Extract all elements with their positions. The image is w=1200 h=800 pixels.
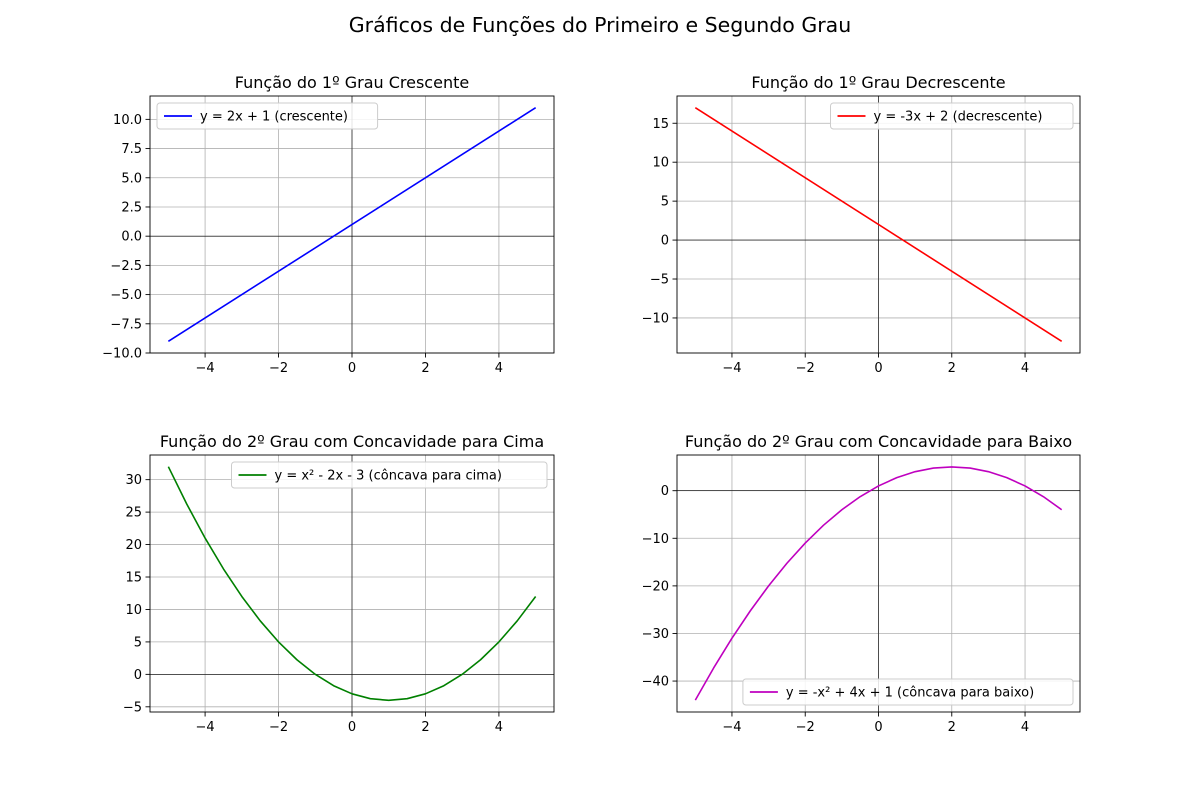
series-line-1 (167, 107, 537, 342)
y-tick-label: −10 (642, 311, 669, 326)
legend-label: y = -x² + 4x + 1 (côncava para baixo) (786, 686, 1034, 701)
x-tick-label: 0 (348, 361, 356, 376)
x-tick-label: 0 (874, 720, 882, 735)
y-tick-label: 25 (125, 506, 142, 521)
y-tick-label: −10 (642, 532, 669, 547)
y-tick-label: 0 (134, 668, 142, 683)
y-tick-label: 0 (661, 484, 669, 499)
y-tick-label: 10 (125, 603, 142, 618)
x-tick-label: 2 (948, 361, 956, 376)
legend: y = -x² + 4x + 1 (côncava para baixo) (742, 678, 1074, 706)
legend-box (742, 678, 1074, 706)
y-tick-label: −5 (650, 273, 669, 288)
y-tick-label: −40 (642, 675, 669, 690)
legend-label: y = x² - 2x - 3 (côncava para cima) (275, 469, 502, 484)
x-tick-label: −4 (722, 361, 741, 376)
y-tick-label: 20 (125, 538, 142, 553)
x-tick-label: 4 (1021, 361, 1029, 376)
y-tick-label: 15 (125, 571, 142, 586)
subplot-3: −4 −2 0 2 4 −5 0 5 10 15 20 25 30 Função do 2º Grau c… (123, 432, 555, 735)
y-tick-label: 5 (134, 635, 142, 650)
x-tick-label: 2 (421, 361, 429, 376)
y-tick-label: −2.5 (110, 259, 142, 274)
legend: y = x² - 2x - 3 (côncava para cima) (231, 461, 548, 489)
x-tick-label: −2 (269, 720, 288, 735)
y-tick-label: 10 (652, 156, 669, 171)
y-tick-label: 7.5 (121, 142, 142, 157)
x-tick-label: 4 (495, 361, 503, 376)
x-tick-label: 0 (348, 720, 356, 735)
y-tick-label: 5.0 (121, 171, 142, 186)
x-tick-label: 0 (874, 361, 882, 376)
y-tick-label: −5 (123, 700, 142, 715)
x-tick-label: 4 (495, 720, 503, 735)
legend-box (830, 102, 1074, 130)
figure-title: Gráficos de Funções do Primeiro e Segund… (348, 13, 852, 37)
x-tick-label: −2 (796, 361, 815, 376)
y-tick-label: 30 (125, 473, 142, 488)
x-tick-label: 2 (948, 720, 956, 735)
series-line-1 (167, 466, 537, 702)
y-tick-label: 0.0 (121, 230, 142, 245)
y-tick-label: 2.5 (121, 200, 142, 215)
legend: y = -3x + 2 (decrescente) (830, 102, 1074, 130)
subplot-title: Função do 1º Grau Crescente (235, 73, 469, 92)
y-tick-label: 10.0 (113, 113, 142, 128)
x-tick-label: −4 (196, 361, 215, 376)
legend-label: y = 2x + 1 (crescente) (200, 110, 348, 125)
y-tick-label: −10.0 (102, 347, 142, 362)
x-tick-label: 2 (421, 720, 429, 735)
y-tick-label: −7.5 (110, 317, 142, 332)
legend: y = 2x + 1 (crescente) (156, 102, 379, 130)
legend-box (231, 461, 548, 489)
x-tick-label: 4 (1021, 720, 1029, 735)
y-tick-label: −30 (642, 627, 669, 642)
y-tick-label: 5 (661, 195, 669, 210)
subplot-1: −4 −2 0 2 4 −10.0 −7.5 −5.0 −2.5 0.0 2.5 5.0 7.5 10.0… (102, 73, 555, 376)
subplot-title: Função do 2º Grau com Concavidade para C… (160, 432, 544, 451)
y-tick-label: −20 (642, 579, 669, 594)
subplot-title: Função do 2º Grau com Concavidade para B… (685, 432, 1072, 451)
legend-box (156, 102, 379, 130)
series-line-1 (694, 466, 1063, 701)
series-line-1 (694, 107, 1063, 342)
x-tick-label: −4 (722, 720, 741, 735)
x-tick-label: −4 (196, 720, 215, 735)
subplot-2: −4 −2 0 2 4 −10 −5 0 5 10 15 Função do 1º Grau Decr… (642, 73, 1081, 376)
y-tick-label: 15 (652, 117, 669, 132)
subplot-title: Função do 1º Grau Decrescente (751, 73, 1005, 92)
x-tick-label: −2 (269, 361, 288, 376)
y-tick-label: −5.0 (110, 288, 142, 303)
x-tick-label: −2 (796, 720, 815, 735)
legend-label: y = -3x + 2 (decrescente) (874, 110, 1043, 125)
y-tick-label: 0 (661, 234, 669, 249)
